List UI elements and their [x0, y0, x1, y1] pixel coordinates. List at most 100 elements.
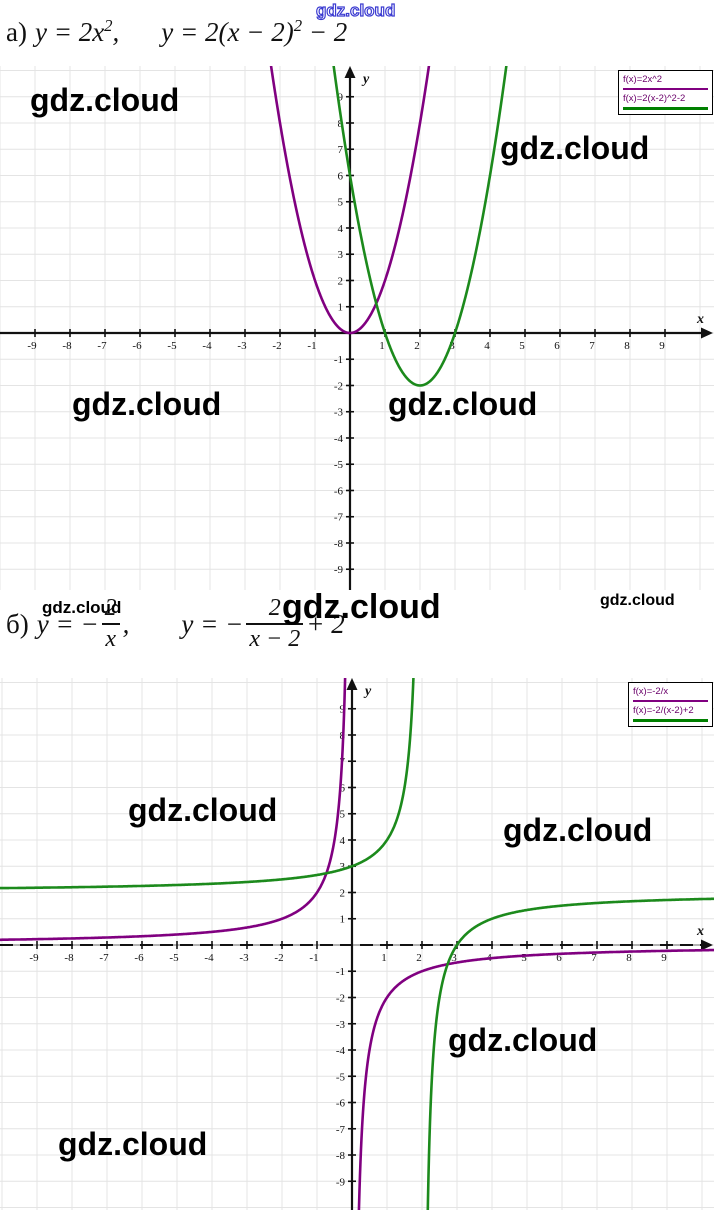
svg-text:y: y — [361, 72, 370, 87]
svg-text:9: 9 — [661, 952, 667, 964]
legend-a-entry-2: f(x)=2(x-2)^2-2 — [623, 93, 686, 105]
svg-text:8: 8 — [624, 340, 630, 352]
fraction-2-bar — [246, 623, 304, 626]
svg-text:-3: -3 — [336, 1019, 346, 1031]
svg-text:-3: -3 — [239, 952, 249, 964]
svg-text:-1: -1 — [307, 340, 316, 352]
svg-text:x: x — [696, 312, 704, 327]
svg-text:2: 2 — [416, 952, 422, 964]
legend-a-swatch-1 — [623, 87, 708, 91]
svg-text:5: 5 — [521, 952, 527, 964]
svg-text:9: 9 — [338, 92, 344, 104]
legend-b-swatch-1 — [633, 699, 708, 703]
svg-text:x: x — [696, 924, 704, 939]
svg-text:-4: -4 — [204, 952, 214, 964]
svg-text:-5: -5 — [336, 1071, 346, 1083]
equation-b-tail: + 2 — [306, 608, 345, 639]
equation-a-second: y = 2(x − 2)2 − 2 — [161, 16, 348, 47]
svg-text:-9: -9 — [27, 340, 37, 352]
svg-text:3: 3 — [339, 861, 345, 873]
svg-text:9: 9 — [339, 704, 345, 716]
svg-text:-9: -9 — [336, 1176, 346, 1188]
svg-text:-4: -4 — [202, 340, 212, 352]
svg-text:-8: -8 — [62, 340, 72, 352]
svg-text:3: 3 — [451, 952, 457, 964]
graph-a-canvas: x y -9 -8 -7 -6 -5 -4 -3 -2 -1 1 2 3 4 5 6 7 8 9 -9 -8 -7 -6 -5 -… — [0, 66, 714, 590]
svg-text:1: 1 — [381, 952, 387, 964]
equation-b-second-lead: y = − — [181, 608, 244, 639]
svg-text:4: 4 — [484, 340, 490, 352]
svg-text:9: 9 — [659, 340, 665, 352]
svg-text:6: 6 — [339, 782, 345, 794]
svg-text:8: 8 — [626, 952, 632, 964]
svg-text:-5: -5 — [167, 340, 177, 352]
watermark-text: gdz.cloud — [600, 592, 675, 609]
fraction-1-denominator: x — [105, 626, 116, 653]
svg-text:-2: -2 — [272, 340, 281, 352]
legend-b-entry-2: f(x)=-2/(x-2)+2 — [633, 705, 694, 717]
svg-text:4: 4 — [338, 223, 344, 235]
fraction-1: 2 x — [101, 595, 120, 653]
svg-text:-4: -4 — [336, 1045, 346, 1057]
svg-text:2: 2 — [414, 340, 420, 352]
svg-text:-1: -1 — [334, 354, 343, 366]
svg-text:-7: -7 — [97, 340, 107, 352]
svg-text:-1: -1 — [309, 952, 318, 964]
svg-text:1: 1 — [379, 340, 385, 352]
svg-text:-9: -9 — [29, 952, 39, 964]
fraction-2: 2 x − 2 — [246, 595, 304, 653]
svg-text:2: 2 — [339, 887, 345, 899]
svg-text:7: 7 — [589, 340, 595, 352]
fraction-2-denominator: x − 2 — [249, 626, 301, 653]
svg-text:-6: -6 — [336, 1098, 346, 1110]
svg-text:-8: -8 — [336, 1150, 346, 1162]
fraction-2-numerator: 2 — [268, 595, 281, 621]
svg-text:-2: -2 — [334, 380, 343, 392]
legend-a: f(x)=2x^2 f(x)=2(x-2)^2-2 — [618, 70, 713, 115]
svg-text:1: 1 — [339, 914, 345, 926]
legend-b-swatch-2 — [633, 719, 708, 722]
svg-text:-6: -6 — [334, 485, 344, 497]
svg-text:7: 7 — [591, 952, 597, 964]
legend-b: f(x)=-2/x f(x)=-2/(x-2)+2 — [628, 682, 713, 727]
svg-text:1: 1 — [338, 302, 344, 314]
svg-text:-4: -4 — [334, 433, 344, 445]
fraction-1-numerator: 2 — [104, 595, 117, 621]
svg-text:-8: -8 — [334, 538, 344, 550]
equation-a-label: а) — [6, 16, 27, 47]
legend-b-entry-1: f(x)=-2/x — [633, 686, 669, 697]
svg-text:5: 5 — [339, 809, 345, 821]
svg-text:7: 7 — [338, 144, 344, 156]
svg-text:-2: -2 — [274, 952, 283, 964]
svg-text:-6: -6 — [134, 952, 144, 964]
svg-text:3: 3 — [449, 340, 455, 352]
svg-text:-8: -8 — [64, 952, 74, 964]
equation-b: б) y = − 2 x , y = − 2 x − 2 + 2 — [6, 595, 345, 653]
graph-b-canvas: x y -9 -8 -7 -6 -5 -4 -3 -2 -1 1 2 3 4 5 6 7 8 9 -9 -8 -7 -6 -5 -… — [0, 678, 714, 1210]
equation-a-first: y = 2x2, — [34, 16, 120, 47]
svg-text:3: 3 — [338, 249, 344, 261]
svg-text:-7: -7 — [336, 1124, 346, 1136]
svg-text:2: 2 — [338, 275, 344, 287]
svg-text:-2: -2 — [336, 992, 345, 1004]
graph-b: x y -9 -8 -7 -6 -5 -4 -3 -2 -1 1 2 3 4 5 6 7 8 9 -9 -8 -7 -6 -5 -… — [0, 678, 714, 1210]
equation-a: а) y = 2x2, y = 2(x − 2)2 − 2 — [6, 16, 347, 48]
svg-text:-7: -7 — [99, 952, 109, 964]
svg-text:6: 6 — [556, 952, 562, 964]
svg-text:-3: -3 — [237, 340, 247, 352]
svg-text:8: 8 — [338, 118, 344, 130]
legend-a-entry-1: f(x)=2x^2 — [623, 74, 663, 85]
equation-b-first-lead: y = − — [36, 608, 99, 639]
svg-text:5: 5 — [519, 340, 525, 352]
svg-text:6: 6 — [554, 340, 560, 352]
svg-text:-6: -6 — [132, 340, 142, 352]
svg-text:5: 5 — [338, 197, 344, 209]
equation-b-comma: , — [122, 608, 130, 639]
svg-text:6: 6 — [338, 170, 344, 182]
equation-b-label: б) — [6, 608, 29, 639]
svg-text:-5: -5 — [334, 459, 344, 471]
svg-text:4: 4 — [339, 835, 345, 847]
svg-text:-9: -9 — [334, 564, 344, 576]
fraction-1-bar — [101, 623, 120, 626]
